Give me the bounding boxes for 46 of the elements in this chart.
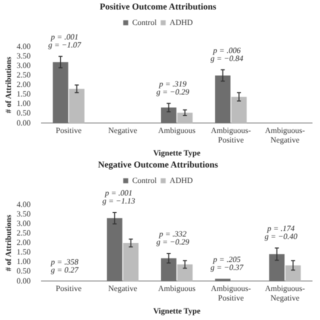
x-tick-label: Ambiguous-Negative [264,284,306,303]
y-tick-label: 2.50 [16,228,31,238]
y-tick-label: 0.50 [16,108,31,118]
y-tick-label: 3.50 [16,51,31,60]
annotation: p = .006 g = −0.84 [210,46,244,63]
annotation: p = .319 g = −0.29 [156,79,190,96]
legend-label: Control [132,18,158,27]
y-tick-label: 3.00 [16,60,31,70]
x-tick-label: Ambiguous-Negative [264,126,306,145]
annotation: p = .332 g = −0.29 [156,230,190,247]
x-axis-title: Vignette Type [153,148,201,158]
y-tick-label: 4.00 [16,42,31,51]
y-tick-label: 4.00 [16,200,31,209]
x-tick-label: Ambiguous [158,126,196,136]
legend-label: ADHD [170,176,193,185]
x-tick-label: Ambiguous-Positive [210,284,252,303]
y-tick-label: 1.50 [16,90,31,99]
y-axis-title: # of Attributions [4,56,13,114]
y-tick-label: 1.00 [16,257,31,266]
annotation: p = .358 g = 0.27 [50,257,80,274]
y-axis-title: # of Attributions [4,214,13,272]
x-tick-label: Positive [56,284,82,294]
x-tick-label: Ambiguous-Positive [210,126,252,145]
y-tick-label: 2.00 [16,238,31,248]
chart-title: Positive Outcome Attributions [100,2,217,12]
x-tick-label: Negative [108,284,138,294]
x-axis-title: Vignette Type [153,306,201,316]
x-tick-label: Ambiguous [158,284,196,294]
y-tick-label: 0.00 [16,276,31,286]
annotation: p = .174 g = −0.40 [264,224,298,242]
x-tick-label: Positive [56,126,82,136]
y-tick-label: 1.00 [16,99,31,108]
y-tick-label: 2.00 [16,80,31,90]
y-tick-label: 2.50 [16,70,31,80]
y-tick-label: 3.00 [16,218,31,228]
annotation: p = .205 g = −0.37 [210,254,244,272]
annotation: p = .001 g = −1.13 [102,188,136,206]
chart-title: Negative Outcome Attributions [98,160,218,170]
annotation: p = .001 g = −1.07 [48,32,82,50]
y-tick-label: 0.50 [16,266,31,276]
y-tick-label: 0.00 [16,118,31,128]
y-tick-label: 3.50 [16,209,31,218]
y-tick-label: 1.50 [16,248,31,257]
legend-label: ADHD [170,18,193,27]
x-tick-label: Negative [108,126,138,136]
legend-label: Control [132,176,158,185]
